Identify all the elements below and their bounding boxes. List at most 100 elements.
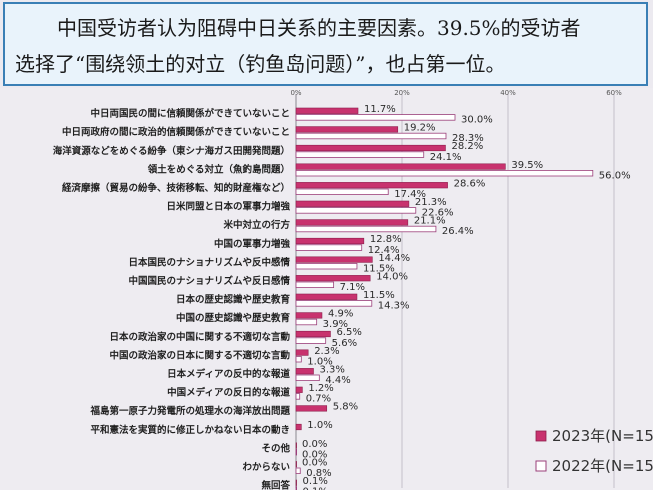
legend-swatch-2023 xyxy=(535,430,547,442)
category-label: 中日両政府の間に政治的信頼関係ができていないこと xyxy=(62,126,290,138)
category-label: 中国の政治家の日本に関する不適切な言動 xyxy=(109,349,290,361)
bar-2023 xyxy=(295,442,297,449)
bar-2022 xyxy=(295,486,298,490)
data-label-2023: 39.5% xyxy=(511,160,543,171)
x-tick-label: 40% xyxy=(500,89,516,97)
data-label-2022: 11.5% xyxy=(363,263,395,274)
data-label-2023: 28.2% xyxy=(451,141,483,152)
data-label-2022: 26.4% xyxy=(442,226,474,237)
bar-2022 xyxy=(295,467,301,474)
data-label-2023: 1.0% xyxy=(307,420,332,431)
caption-box: 中国受访者认为阻碍中日关系的主要因素。39.5%的受访者 选择了“围绕领土的对立… xyxy=(3,2,648,86)
data-label-2023: 21.1% xyxy=(414,216,446,227)
data-label-2023: 0.1% xyxy=(303,476,328,487)
category-label: 中国の軍事力増強 xyxy=(214,238,291,250)
bar-2023 xyxy=(295,423,302,431)
bar-2022 xyxy=(295,262,358,270)
bar-2022 xyxy=(295,448,298,456)
bar-2022 xyxy=(295,337,327,344)
bar-2022 xyxy=(295,151,425,158)
data-label-2023: 2.3% xyxy=(314,346,339,357)
category-label: 日本の政治家の中国に関する不適切な言動 xyxy=(109,331,290,343)
data-label-2023: 19.2% xyxy=(404,123,436,134)
bar-2022 xyxy=(295,114,456,121)
category-label: 無回答 xyxy=(261,480,290,490)
bar-2023 xyxy=(295,144,446,152)
category-label: 米中対立の行方 xyxy=(222,219,290,231)
caption-line-2: 选择了“围绕领土的对立（钓鱼岛问题）”，也占第一位。 xyxy=(15,52,506,76)
data-label-2022: 17.4% xyxy=(394,189,426,200)
bar-2023 xyxy=(295,293,358,300)
category-label: 日本の歴史認識や歴史教育 xyxy=(176,294,291,306)
bar-2023 xyxy=(295,312,323,319)
bar-2022 xyxy=(295,318,318,326)
data-label-2022: 1.0% xyxy=(307,356,332,367)
bar-2022 xyxy=(295,132,447,140)
bar-2022 xyxy=(295,225,437,233)
category-label: 平和憲法を実質的に修正しかねない日本の動き xyxy=(90,424,290,436)
category-label: 福島第一原子力発電所の処理水の海洋放出問題 xyxy=(89,405,290,417)
data-label-2022: 4.4% xyxy=(325,375,350,386)
caption-line-1: 中国受访者认为阻碍中日关系的主要因素。39.5%的受访者 xyxy=(57,16,581,40)
legend-label-2023: 2023年(N=15 xyxy=(552,427,653,445)
data-label-2023: 14.4% xyxy=(378,253,410,264)
bar-chart: 0% 20% 40% 60% 中日両国民の間に信頼関係ができていないこと 11.7% 30… xyxy=(0,88,653,490)
bar-2023 xyxy=(295,386,303,393)
category-label: 日本メディアの反中的な報道 xyxy=(167,368,290,380)
data-label-2023: 0.0% xyxy=(302,439,327,450)
bar-2023 xyxy=(295,275,371,282)
data-label-2022: 0.7% xyxy=(306,394,331,405)
bar-2023 xyxy=(295,479,297,486)
legend-swatch-2022 xyxy=(535,460,547,472)
x-axis-ticks: 0% 20% 40% 60% xyxy=(290,89,622,97)
data-label-2022: 5.6% xyxy=(332,338,357,349)
bar-2022 xyxy=(295,188,389,195)
data-label-2022: 3.9% xyxy=(323,319,348,330)
data-label-2023: 12.8% xyxy=(370,234,402,245)
bar-2023 xyxy=(295,256,373,263)
data-label-2022: 14.3% xyxy=(378,301,410,312)
category-label: 海洋資源などをめぐる紛争（東シナ海ガス田開発問題） xyxy=(53,145,290,157)
bar-2023 xyxy=(295,163,506,170)
bar-2023 xyxy=(295,237,365,245)
data-label-2023: 1.2% xyxy=(308,383,333,394)
data-label-2023: 11.5% xyxy=(363,290,395,301)
data-label-2023: 6.5% xyxy=(336,327,361,338)
data-label-2022: 12.4% xyxy=(368,245,400,256)
data-label-2023: 4.9% xyxy=(328,309,353,320)
bar-2023 xyxy=(295,200,410,207)
chart-labels: 中日両国民の間に信頼関係ができていないこと 11.7% 30.0% 中日両政府の間に政… xyxy=(53,104,631,490)
category-label: 領土をめぐる対立（魚釣島問題） xyxy=(148,163,290,175)
bar-2022 xyxy=(295,393,301,400)
category-label: 中日両国民の間に信頼関係ができていないこと xyxy=(90,108,290,120)
bar-2022 xyxy=(295,207,417,214)
data-label-2023: 28.6% xyxy=(454,178,486,189)
bar-2022 xyxy=(295,244,363,251)
bar-2023 xyxy=(295,461,297,468)
category-label: 経済摩擦（貿易の紛争、技術移転、知的財産権など） xyxy=(62,182,290,194)
x-tick-label: 20% xyxy=(394,89,410,97)
category-label: 中国国民のナショナリズムや反日感情 xyxy=(128,275,290,287)
category-label: 日米同盟と日本の軍事力増強 xyxy=(166,201,290,213)
category-label: 中国の歴史認識や歴史教育 xyxy=(176,312,291,324)
data-label-2022: 0.0% xyxy=(302,449,327,460)
data-label-2022: 30.0% xyxy=(461,115,493,126)
data-label-2022: 24.1% xyxy=(430,152,462,163)
data-label-2022: 0.8% xyxy=(306,468,331,479)
data-label-2022: 0.1% xyxy=(303,487,328,490)
data-label-2022: 7.1% xyxy=(340,282,365,293)
bar-2022 xyxy=(295,300,373,307)
data-label-2023: 11.7% xyxy=(364,104,396,115)
data-label-2022: 28.3% xyxy=(452,133,484,144)
category-label: 中国メディアの反日的な報道 xyxy=(167,387,290,399)
bar-2022 xyxy=(295,355,302,363)
bar-2022 xyxy=(295,281,335,288)
data-label-2022: 22.6% xyxy=(422,208,454,219)
bar-2023 xyxy=(295,219,409,226)
bar-2023 xyxy=(295,107,359,114)
bar-2022 xyxy=(295,170,594,177)
bar-2023 xyxy=(295,405,328,412)
bar-2023 xyxy=(295,368,314,375)
bar-2023 xyxy=(295,126,399,133)
category-label: その他 xyxy=(261,442,290,454)
